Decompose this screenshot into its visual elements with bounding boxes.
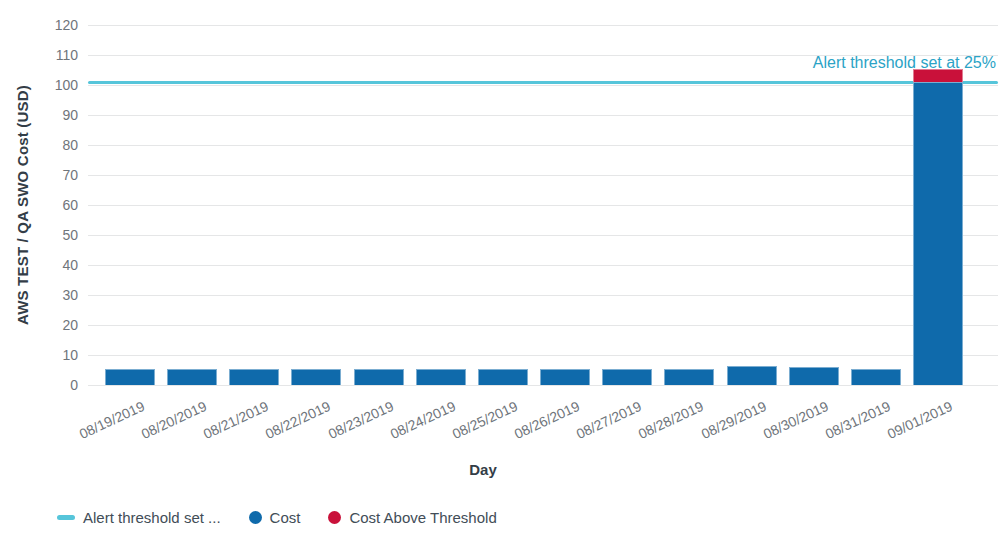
plot-area: Alert threshold set at 25% (88, 25, 998, 385)
cost-bar[interactable] (105, 369, 155, 386)
gridline (88, 325, 998, 326)
series-color-swatch (249, 511, 262, 524)
y-axis-tick-label: 70 (30, 166, 78, 184)
gridline (88, 355, 998, 356)
y-axis-tick-label: 80 (30, 136, 78, 154)
cost-bar[interactable] (664, 369, 714, 386)
cost-bar[interactable] (416, 369, 466, 386)
y-axis-tick-label: 20 (30, 316, 78, 334)
gridline (88, 205, 998, 206)
y-axis-tick-label: 40 (30, 256, 78, 274)
y-axis-tick-label: 120 (30, 16, 78, 34)
gridline (88, 25, 998, 26)
series-color-swatch (328, 511, 341, 524)
legend-label: Cost Above Threshold (349, 509, 496, 526)
cost-bar[interactable] (291, 369, 341, 386)
cost-bar[interactable] (167, 369, 217, 386)
cost-bar[interactable] (229, 369, 279, 386)
gridline (88, 175, 998, 176)
legend-item-cost[interactable]: Cost (249, 509, 301, 526)
gridline (88, 295, 998, 296)
y-axis-tick-label: 110 (30, 46, 78, 64)
y-axis-tick-label: 0 (30, 376, 78, 394)
legend: Alert threshold set ... Cost Cost Above Th… (57, 506, 497, 528)
gridline (88, 115, 998, 116)
y-axis-tick-label: 60 (30, 196, 78, 214)
cost-bar[interactable] (727, 366, 777, 385)
threshold-annotation: Alert threshold set at 25% (813, 54, 996, 72)
legend-label: Cost (270, 509, 301, 526)
aws-cost-chart-panel: AWS TEST / QA SWO Cost (USD) 0 10 20 30 40 50… (0, 0, 1005, 535)
y-axis-tick-label: 30 (30, 286, 78, 304)
cost-bar[interactable] (789, 367, 839, 385)
cost-bar[interactable] (913, 82, 963, 385)
y-axis-tick-label: 50 (30, 226, 78, 244)
x-axis-title: Day (383, 461, 583, 478)
legend-item-alert-threshold-set[interactable]: Alert threshold set ... (57, 509, 221, 526)
alert-threshold-line (88, 81, 998, 84)
cost-bar[interactable] (354, 369, 404, 386)
y-axis-tick-label: 10 (30, 346, 78, 364)
y-axis-tick-label: 100 (30, 76, 78, 94)
cost-bar[interactable] (478, 369, 528, 386)
y-axis-tick-label: 90 (30, 106, 78, 124)
cost-bar[interactable] (851, 369, 901, 385)
cost-bar[interactable] (540, 369, 590, 386)
gridline (88, 265, 998, 266)
gridline (88, 145, 998, 146)
cost-bar[interactable] (602, 369, 652, 386)
threshold-line-swatch (57, 515, 75, 520)
y-axis-title: AWS TEST / QA SWO Cost (USD) (14, 85, 31, 325)
legend-label: Alert threshold set ... (83, 509, 221, 526)
legend-item-cost-above-threshold[interactable]: Cost Above Threshold (328, 509, 496, 526)
gridline (88, 85, 998, 86)
gridline (88, 235, 998, 236)
